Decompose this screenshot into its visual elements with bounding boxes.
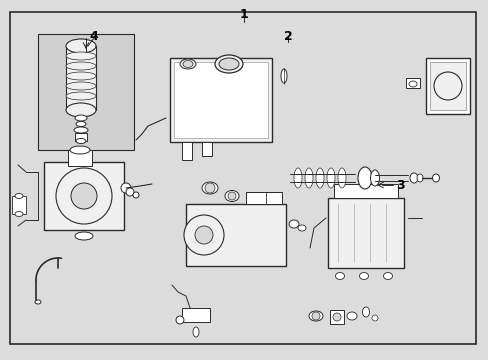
Bar — [182, 142, 192, 160]
Bar — [152, 34, 459, 308]
Bar — [38, 34, 134, 150]
Circle shape — [71, 183, 97, 209]
Ellipse shape — [305, 168, 312, 188]
Text: 3: 3 — [395, 179, 404, 192]
Circle shape — [311, 312, 319, 320]
Bar — [185, 204, 285, 266]
Ellipse shape — [176, 316, 183, 324]
Bar — [170, 58, 271, 142]
Ellipse shape — [126, 188, 134, 196]
Ellipse shape — [215, 55, 243, 73]
Text: 2: 2 — [283, 30, 292, 43]
Bar — [66, 46, 96, 110]
Ellipse shape — [75, 115, 87, 121]
Circle shape — [227, 192, 236, 200]
Ellipse shape — [297, 225, 305, 231]
Ellipse shape — [66, 82, 96, 90]
Ellipse shape — [326, 168, 334, 188]
Circle shape — [56, 168, 112, 224]
Ellipse shape — [66, 52, 96, 60]
Ellipse shape — [15, 194, 23, 198]
Ellipse shape — [219, 58, 239, 70]
Ellipse shape — [383, 273, 392, 279]
Bar — [44, 162, 124, 230]
Ellipse shape — [66, 92, 96, 100]
Bar — [329, 310, 343, 324]
Bar — [75, 133, 87, 141]
Ellipse shape — [371, 315, 377, 321]
Ellipse shape — [66, 72, 96, 80]
Ellipse shape — [121, 183, 131, 193]
Circle shape — [183, 215, 224, 255]
Ellipse shape — [66, 103, 96, 117]
Ellipse shape — [76, 122, 86, 126]
Ellipse shape — [66, 62, 96, 70]
Bar — [429, 62, 465, 110]
Circle shape — [204, 183, 215, 193]
Ellipse shape — [74, 127, 88, 133]
Ellipse shape — [337, 168, 346, 188]
Ellipse shape — [408, 81, 416, 87]
Ellipse shape — [202, 182, 218, 194]
Bar — [425, 58, 469, 114]
Ellipse shape — [359, 273, 368, 279]
Bar — [327, 198, 403, 268]
Bar — [182, 308, 209, 322]
Bar — [405, 78, 419, 88]
Text: 1: 1 — [239, 8, 248, 21]
Bar — [12, 196, 26, 214]
Ellipse shape — [346, 312, 356, 320]
Ellipse shape — [193, 327, 199, 337]
Bar — [202, 142, 212, 156]
Ellipse shape — [308, 311, 323, 321]
Ellipse shape — [315, 168, 324, 188]
Bar — [245, 192, 282, 204]
Ellipse shape — [409, 173, 417, 183]
Bar — [68, 150, 92, 166]
Ellipse shape — [370, 170, 379, 186]
Ellipse shape — [288, 220, 298, 228]
Ellipse shape — [35, 300, 41, 304]
Circle shape — [433, 72, 461, 100]
Ellipse shape — [76, 139, 86, 144]
Circle shape — [195, 226, 213, 244]
Ellipse shape — [183, 60, 193, 68]
Ellipse shape — [281, 69, 286, 83]
Ellipse shape — [180, 59, 196, 69]
Ellipse shape — [332, 313, 340, 321]
Bar — [333, 184, 397, 198]
Ellipse shape — [357, 167, 371, 189]
Bar — [174, 62, 267, 138]
Ellipse shape — [66, 39, 96, 53]
Ellipse shape — [335, 273, 344, 279]
Text: 4: 4 — [89, 30, 98, 43]
Ellipse shape — [133, 192, 139, 198]
Ellipse shape — [70, 146, 90, 154]
Ellipse shape — [416, 174, 422, 182]
Ellipse shape — [15, 212, 23, 216]
Ellipse shape — [75, 232, 93, 240]
Ellipse shape — [293, 168, 302, 188]
Ellipse shape — [431, 174, 439, 182]
Ellipse shape — [362, 307, 369, 317]
Ellipse shape — [224, 190, 239, 202]
